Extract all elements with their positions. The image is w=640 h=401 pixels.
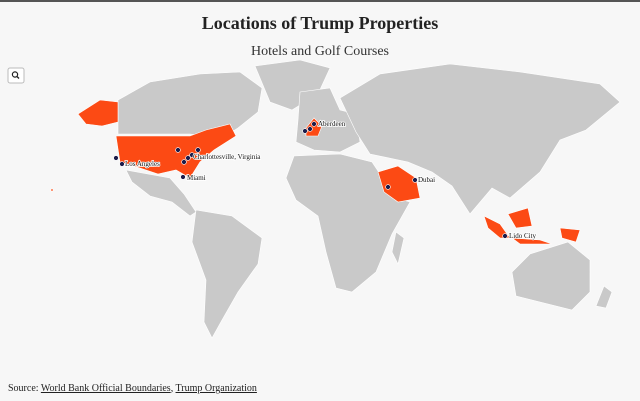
place-label: Lido City — [509, 232, 537, 240]
place-label: Miami — [187, 174, 206, 182]
source-link[interactable]: World Bank Official Boundaries — [40, 383, 171, 394]
land — [117, 59, 621, 339]
property-markers — [113, 121, 508, 239]
place-label: Charlottesville, Virginia — [193, 153, 261, 161]
place-label: Los Angeles — [125, 160, 160, 168]
place-label: Dubai — [418, 176, 435, 184]
search-button[interactable] — [7, 67, 25, 84]
source: Source: World Bank Official Boundaries, … — [8, 383, 257, 394]
title: Locations of Trump Properties — [202, 13, 439, 33]
place-label: Aberdeen — [318, 120, 346, 128]
source-label: Source: — [8, 383, 39, 394]
source-link[interactable]: Trump Organization — [175, 383, 257, 394]
subtitle: Hotels and Golf Courses — [251, 44, 389, 59]
source-separator: , — [170, 383, 174, 394]
